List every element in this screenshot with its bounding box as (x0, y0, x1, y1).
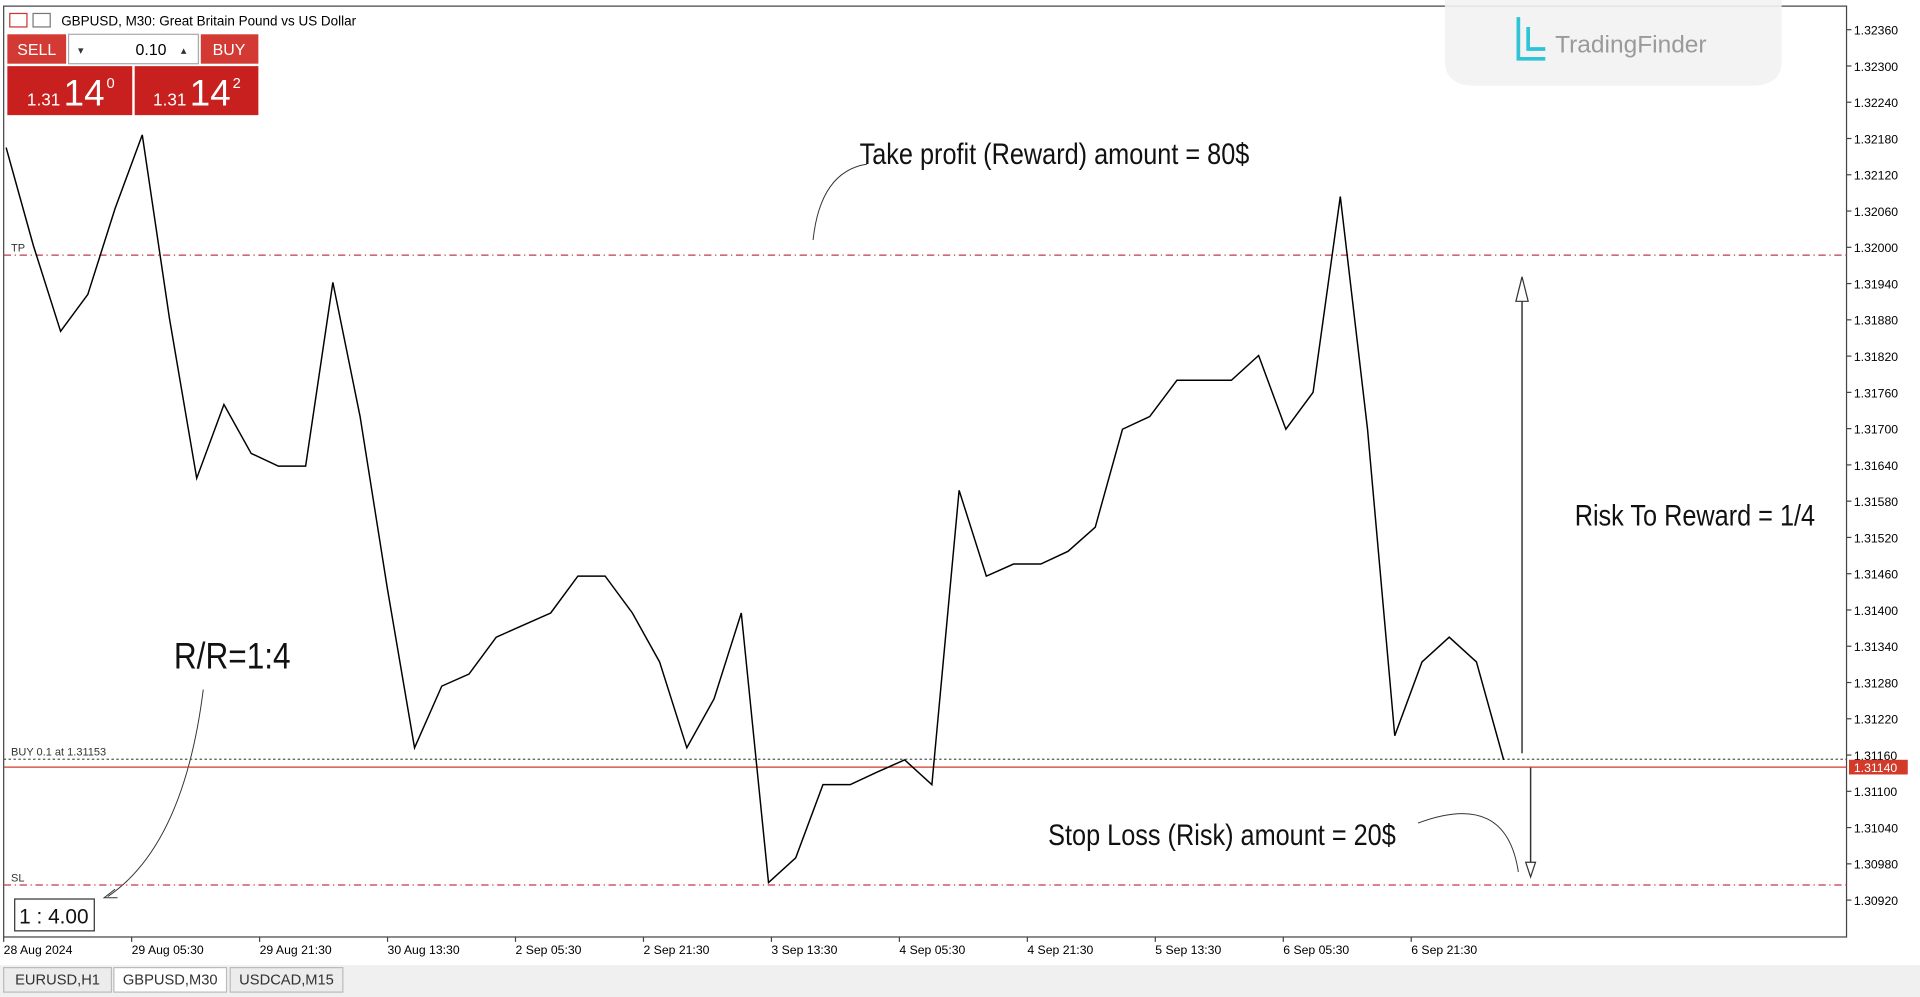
x-tick-label: 4 Sep 21:30 (1027, 943, 1093, 957)
x-tick-label: 5 Sep 13:30 (1155, 943, 1221, 957)
watermark-text: TradingFinder (1555, 32, 1706, 59)
current-price-box (1848, 759, 1908, 775)
y-tick-label: 1.31940 (1854, 277, 1898, 291)
y-tick-label: 1.32300 (1854, 60, 1898, 74)
current-price-label: 1.31140 (1854, 761, 1898, 775)
window-title: GBPUSD, M30: Great Britain Pound vs US D… (61, 14, 356, 29)
buy-price-box[interactable] (134, 66, 259, 116)
tab-label[interactable]: USDCAD,M15 (239, 973, 334, 989)
y-tick-label: 1.31100 (1854, 785, 1898, 799)
window-icon (9, 12, 51, 28)
x-tick-label: 6 Sep 21:30 (1411, 943, 1477, 957)
y-tick-label: 1.31580 (1854, 495, 1898, 509)
y-tick-label: 1.32120 (1854, 169, 1898, 183)
price-line (5, 134, 1505, 885)
drawings (14, 163, 1537, 932)
x-tick-label: 4 Sep 05:30 (899, 943, 965, 957)
buy-button[interactable] (200, 34, 259, 64)
tab[interactable] (229, 966, 344, 993)
y-tick-label: 1.32060 (1854, 205, 1898, 219)
level-label: TP (11, 242, 25, 254)
y-tick-label: 1.30920 (1854, 894, 1898, 908)
y-tick-label: 1.31640 (1854, 459, 1898, 473)
buy-price-main: 14 (190, 72, 231, 113)
volume-down[interactable]: ▾ (78, 45, 84, 57)
y-tick-label: 1.31400 (1854, 604, 1898, 618)
tab-label[interactable]: EURUSD,H1 (15, 973, 100, 989)
trade-panel: SELL ▾ ▴ 0.10 BUY 1.31 14 0 1.31 14 2 (7, 33, 259, 116)
x-tick-label: 2 Sep 05:30 (516, 943, 582, 957)
y-tick-label: 1.31460 (1854, 568, 1898, 582)
y-tick-label: 1.31880 (1854, 314, 1898, 328)
tab[interactable] (3, 966, 113, 993)
tab[interactable] (113, 966, 228, 993)
y-tick-label: 1.31040 (1854, 821, 1898, 835)
ratio-box (14, 898, 95, 932)
sell-price-box[interactable] (7, 66, 133, 116)
sell-price-big: 1.31 (27, 89, 60, 109)
annotation: Take profit (Reward) amount = 80$ (860, 137, 1250, 170)
x-tick-label: 29 Aug 05:30 (132, 943, 204, 957)
x-tick-label: 28 Aug 2024 (4, 943, 73, 957)
y-tick-label: 1.31520 (1854, 531, 1898, 545)
x-tick-label: 29 Aug 21:30 (260, 943, 332, 957)
y-tick-label: 1.30980 (1854, 858, 1898, 872)
x-tick-label: 3 Sep 13:30 (771, 943, 837, 957)
chart-frame (3, 5, 1848, 938)
x-tick-label: 6 Sep 05:30 (1283, 943, 1349, 957)
y-tick-label: 1.31220 (1854, 713, 1898, 727)
annotation: Risk To Reward = 1/4 (1575, 499, 1815, 532)
tab-label[interactable]: GBPUSD,M30 (123, 973, 218, 989)
buy-label[interactable]: BUY (213, 42, 246, 59)
y-tick-label: 1.32360 (1854, 24, 1898, 38)
buy-price-big: 1.31 (153, 89, 186, 109)
y-tick-label: 1.31280 (1854, 676, 1898, 690)
y-tick-label: 1.31340 (1854, 640, 1898, 654)
buy-price-small: 2 (233, 76, 241, 92)
y-tick-label: 1.31700 (1854, 423, 1898, 437)
y-tick-label: 1.31760 (1854, 386, 1898, 400)
level-label: SL (11, 872, 24, 884)
sell-price-main: 14 (64, 72, 105, 113)
volume-up[interactable]: ▴ (181, 45, 187, 57)
watermark: TradingFinder (1444, 0, 1782, 86)
annotation: Stop Loss (Risk) amount = 20$ (1048, 818, 1396, 851)
sell-price-small: 0 (107, 76, 115, 92)
annotation: 1 : 4.00 (19, 906, 88, 929)
volume[interactable]: 0.10 (136, 42, 167, 59)
y-tick-label: 1.32180 (1854, 132, 1898, 146)
x-tick-label: 2 Sep 21:30 (643, 943, 709, 957)
sell-label[interactable]: SELL (17, 42, 56, 59)
level-label: BUY 0.1 at 1.31153 (11, 747, 106, 759)
volume-box[interactable] (67, 33, 199, 65)
sell-button[interactable] (7, 34, 67, 64)
y-tick-label: 1.32240 (1854, 96, 1898, 110)
y-tick-label: 1.31820 (1854, 350, 1898, 364)
annotation: R/R=1:4 (174, 637, 291, 678)
x-tick-label: 30 Aug 13:30 (388, 943, 460, 957)
y-tick-label: 1.32000 (1854, 241, 1898, 255)
y-tick-label: 1.31160 (1854, 749, 1898, 763)
